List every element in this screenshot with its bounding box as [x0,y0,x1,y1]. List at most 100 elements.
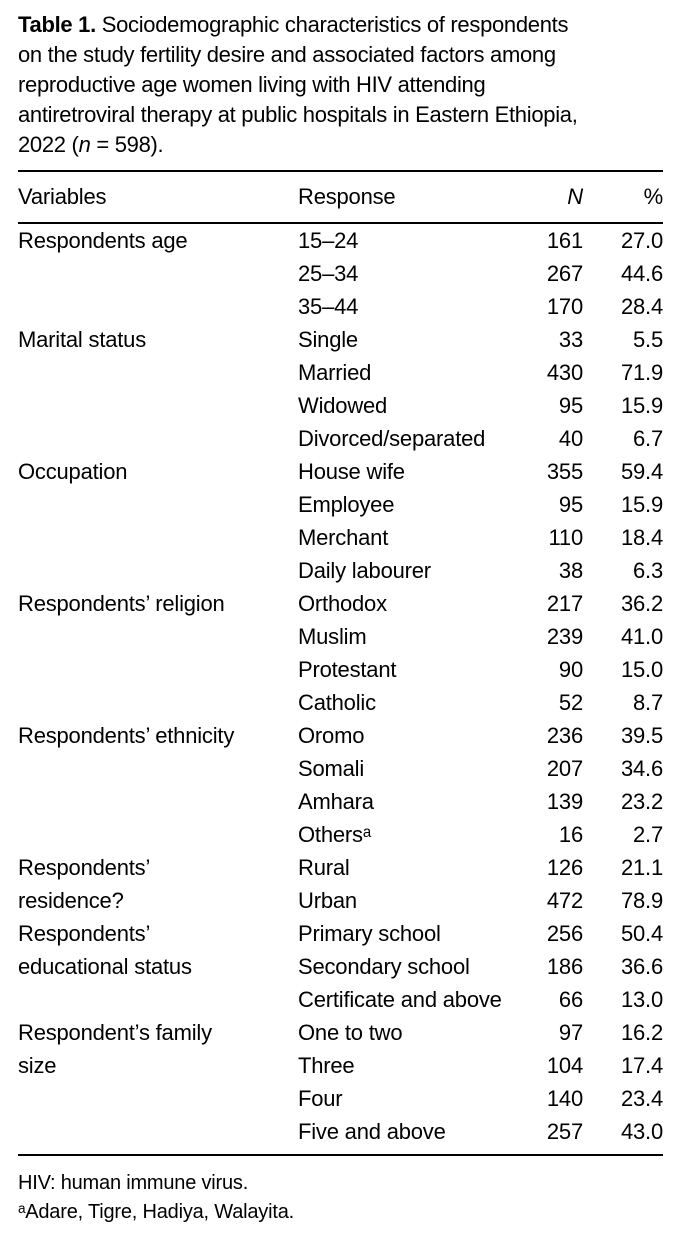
n-cell: 38 [558,558,583,583]
response-cell: Merchant [298,525,389,550]
percent-cell: 17.4 [620,1053,663,1078]
column-header-n: N [523,171,583,224]
percent-cell: 41.0 [620,624,663,649]
response-cell: Oromo [298,723,365,748]
table-header: Variables Response N % [18,171,663,224]
table-row: Divorced/separated 40 6.7 [18,422,663,455]
n-cell: 97 [558,1020,583,1045]
n-cell: 66 [558,987,583,1012]
table-row: Certificate and above 66 13.0 [18,983,663,1016]
header-row: Variables Response N % [18,171,663,224]
column-header-variables: Variables [18,171,298,224]
percent-cell: 50.4 [620,921,663,946]
percent-cell: 44.6 [620,261,663,286]
n-cell: 126 [546,855,583,880]
n-cell: 170 [546,294,583,319]
footnote-abbreviation: HIV: human immune virus. [18,1172,249,1194]
table-row: Urban 472 78.9 [18,884,663,917]
n-cell: 110 [548,525,584,550]
percent-cell: 78.9 [620,888,663,913]
n-cell: 267 [546,261,583,286]
column-header-response: Response [298,171,523,224]
response-cell: 35–44 [298,294,359,319]
variable-cell: Marital status [18,327,147,352]
percent-cell: 18.4 [620,525,663,550]
n-cell: 95 [558,393,583,418]
table-row: Three 104 17.4 [18,1049,663,1082]
table-row: Daily labourer 38 6.3 [18,554,663,587]
response-cell: 15–24 [298,228,359,253]
variable-cell: Respondents’ residence? [18,855,151,913]
percent-cell: 34.6 [620,756,663,781]
percent-cell: 6.3 [633,558,663,583]
response-cell: Five and above [298,1119,446,1144]
response-cell: Primary school [298,921,441,946]
table-row: 25–34 267 44.6 [18,257,663,290]
response-cell: Married [298,360,372,385]
footnote-others-definition: ᵃAdare, Tigre, Hadiya, Walayita. [18,1201,294,1223]
table-caption-label: Table 1. [18,12,96,37]
table-caption-text: Sociodemographic characteristics of resp… [18,12,578,157]
sociodemographic-table: Variables Response N % Respondents age 15… [18,170,663,1156]
table-row: Merchant 110 18.4 [18,521,663,554]
percent-cell: 23.4 [620,1086,663,1111]
table-footnotes: HIV: human immune virus. ᵃAdare, Tigre, … [18,1169,663,1227]
percent-cell: 2.7 [633,822,663,847]
table-row: Respondents’ ethnicity Oromo 236 39.5 [18,719,663,752]
response-cell: Widowed [298,393,388,418]
n-cell: 472 [546,888,583,913]
response-cell: Somali [298,756,365,781]
response-cell: Employee [298,492,395,517]
table-row: Somali 207 34.6 [18,752,663,785]
n-cell: 257 [546,1119,583,1144]
n-cell: 161 [546,228,583,253]
response-cell: House wife [298,459,405,484]
table-row: Marital status Single 33 5.5 [18,323,663,356]
table-caption: Table 1. Sociodemographic characteristic… [18,10,663,160]
percent-cell: 15.9 [620,492,663,517]
variable-cell: Respondents’ ethnicity [18,723,235,748]
n-cell: 95 [558,492,583,517]
response-cell: Rural [298,855,350,880]
response-cell: Protestant [298,657,397,682]
variable-cell: Respondents’ religion [18,591,225,616]
percent-cell: 23.2 [620,789,663,814]
percent-cell: 71.9 [620,360,663,385]
table-row: Othersᵃ 16 2.7 [18,818,663,851]
table-row: Muslim 239 41.0 [18,620,663,653]
table-row: Catholic 52 8.7 [18,686,663,719]
response-cell: Certificate and above [298,987,502,1012]
n-cell: 186 [546,954,583,979]
table-row: Respondents’ religion Orthodox 217 36.2 [18,587,663,620]
n-cell: 430 [546,360,583,385]
n-cell: 90 [558,657,583,682]
table-row: Respondent’s family size One to two 97 16.2 [18,1016,663,1078]
n-cell: 256 [546,921,583,946]
response-cell: Muslim [298,624,367,649]
table-row: Respondents’ residence? Rural 126 21.1 [18,851,663,913]
response-cell: Othersᵃ [298,822,371,847]
response-cell: Single [298,327,358,352]
variable-cell: Respondent’s family size [18,1020,212,1078]
n-cell: 355 [546,459,583,484]
variable-cell: Occupation [18,459,128,484]
table-row: Amhara 139 23.2 [18,785,663,818]
n-cell: 104 [546,1053,583,1078]
percent-cell: 43.0 [620,1119,663,1144]
table-row: Respondents age 15–24 161 27.0 [18,223,663,257]
n-cell: 140 [546,1086,583,1111]
percent-cell: 21.1 [620,855,663,880]
percent-cell: 5.5 [633,327,663,352]
table-row: Five and above 257 43.0 [18,1115,663,1155]
n-cell: 239 [546,624,583,649]
n-cell: 40 [558,426,583,451]
percent-cell: 15.9 [620,393,663,418]
variable-cell: Respondents age [18,228,188,253]
percent-cell: 36.2 [620,591,663,616]
response-cell: Amhara [298,789,374,814]
percent-cell: 6.7 [633,426,663,451]
table-row: Four 140 23.4 [18,1082,663,1115]
percent-cell: 13.0 [620,987,663,1012]
table-caption-tail: = 598). [90,132,164,157]
